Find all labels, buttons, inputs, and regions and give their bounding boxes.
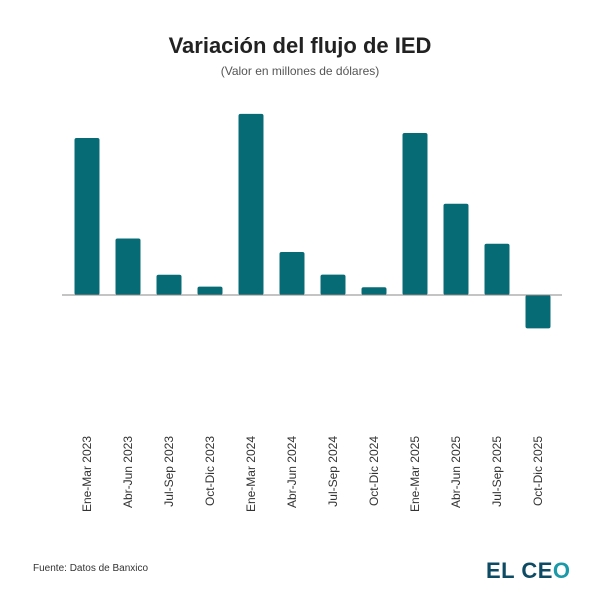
data-label: 24,41 bbox=[408, 97, 422, 127]
x-tick-label: Ene-Mar 2025 bbox=[408, 436, 422, 512]
logo-o: O bbox=[552, 558, 571, 583]
logo-text: EL CE bbox=[486, 558, 553, 583]
bar bbox=[402, 133, 428, 295]
data-label: 8,512 bbox=[121, 202, 135, 232]
x-tick-label: Abr-Jun 2024 bbox=[285, 436, 299, 508]
x-tick-label: Jul-Sep 2024 bbox=[326, 436, 340, 507]
data-label: 6,481 bbox=[285, 216, 299, 246]
x-tick-label: Oct-Dic 2025 bbox=[531, 436, 545, 506]
bar bbox=[484, 243, 510, 295]
x-tick-label: Ene-Mar 2024 bbox=[244, 436, 258, 512]
bar bbox=[320, 274, 346, 295]
bar bbox=[238, 113, 264, 295]
x-tick-label: Jul-Sep 2023 bbox=[162, 436, 176, 507]
bar bbox=[197, 286, 223, 295]
data-label: -5,026 bbox=[531, 334, 545, 368]
data-label: 23,659 bbox=[80, 95, 94, 132]
data-label: 27 bbox=[244, 94, 258, 108]
bar bbox=[361, 287, 387, 295]
el-ceo-logo: EL CEO bbox=[486, 558, 571, 584]
bar bbox=[443, 203, 469, 295]
bar bbox=[525, 295, 551, 329]
bar bbox=[74, 138, 100, 295]
chart-title: Variación del flujo de IED bbox=[168, 33, 432, 58]
data-label: 7,729 bbox=[490, 207, 504, 237]
data-label: 13,756 bbox=[449, 161, 463, 198]
data-label: 3,044 bbox=[162, 238, 176, 268]
x-tick-label: Jul-Sep 2025 bbox=[490, 436, 504, 507]
data-label: 1,174 bbox=[367, 251, 381, 281]
chart-subtitle: (Valor en millones de dólares) bbox=[220, 64, 380, 78]
x-tick-label: Abr-Jun 2025 bbox=[449, 436, 463, 508]
data-label: 1,260 bbox=[203, 250, 217, 280]
x-tick-label: Oct-Dic 2024 bbox=[367, 436, 381, 506]
source-note: Fuente: Datos de Banxico bbox=[33, 563, 149, 574]
bar bbox=[156, 274, 182, 295]
bar bbox=[115, 238, 141, 295]
data-label: 3,063 bbox=[326, 238, 340, 268]
x-tick-label: Abr-Jun 2023 bbox=[121, 436, 135, 508]
x-tick-label: Oct-Dic 2023 bbox=[203, 436, 217, 506]
x-tick-label: Ene-Mar 2023 bbox=[80, 436, 94, 512]
bar bbox=[279, 251, 305, 295]
